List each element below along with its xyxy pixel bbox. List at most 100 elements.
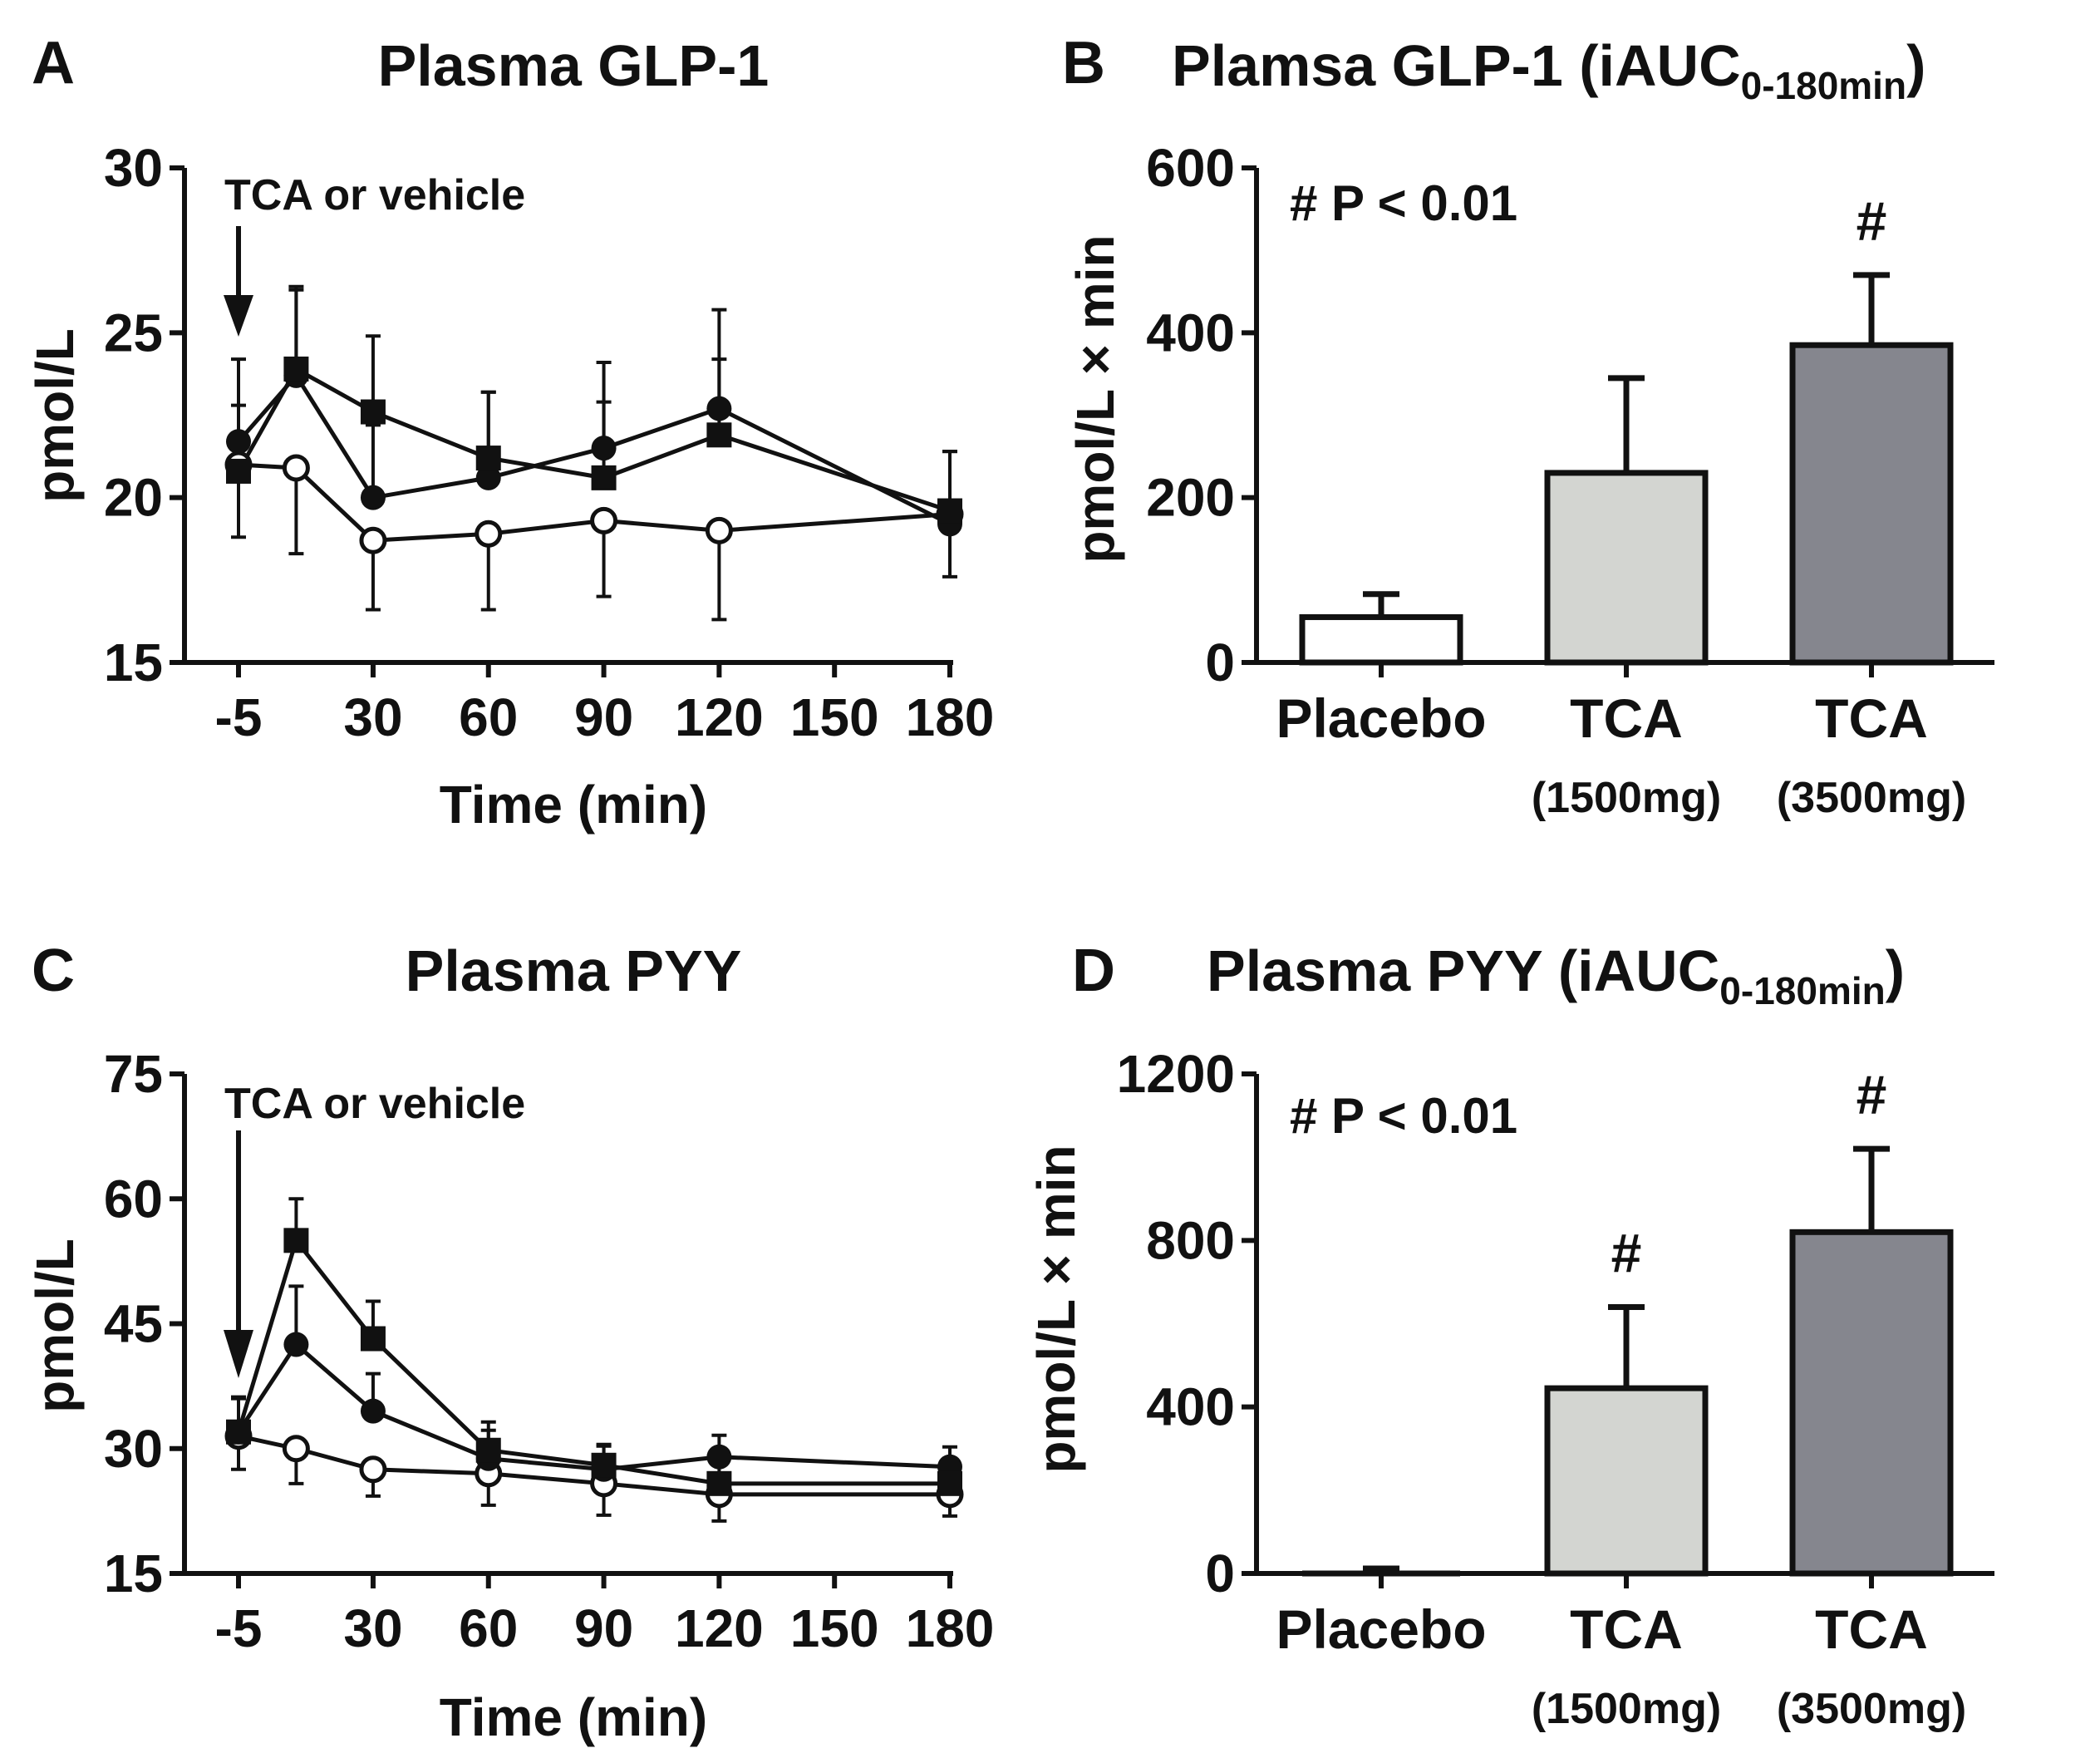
panel-a-x-tick-label: 90 [574, 687, 633, 747]
panel-d-bar-tca-3500mg- [1789, 1229, 1954, 1577]
panel-b-bar-tca-1500mg- [1544, 470, 1709, 666]
panel-c-x-tick-label: -5 [215, 1598, 263, 1658]
panel-c-x-tick-label: 60 [459, 1598, 518, 1658]
panel-a-x-tick-label: 150 [790, 687, 879, 747]
panel-c-x-tick-label: 180 [906, 1598, 995, 1658]
panel-c-x-tick-label: 30 [343, 1598, 402, 1658]
panel-d-bar-tca-1500mg- [1544, 1385, 1709, 1577]
panel-d-y-tick-label: 0 [1205, 1544, 1235, 1603]
panel-b-y-tick-label: 600 [1146, 138, 1235, 198]
panel-a-series-tca-1500mg--point [475, 465, 501, 490]
panel-b-annotation: # P < 0.01 [1290, 175, 1517, 231]
panel-b-category-label: Placebo [1276, 687, 1486, 749]
panel-a-x-tick-label: 120 [675, 687, 764, 747]
panel-c-x-tick-label: 90 [574, 1598, 633, 1658]
panel-c-series-tca-3500mg--point [706, 1470, 732, 1496]
panel-a-series-tca-1500mg--point [360, 485, 386, 510]
panel-d-category-sublabel: (3500mg) [1777, 1685, 1966, 1733]
panel-c-series-tca-3500mg--point [475, 1437, 501, 1463]
panel-d-y-tick-label: 1200 [1117, 1044, 1235, 1104]
panel-a-series-placebo-point [282, 454, 310, 482]
panel-a-series-tca-3500mg--point [475, 446, 501, 471]
panel-a-arrow [224, 226, 253, 337]
panel-b-y-tick-label: 400 [1146, 303, 1235, 362]
panel-letter-b: B [1062, 30, 1105, 96]
panel-a-x-tick-label: -5 [215, 687, 263, 747]
panel-c-series-placebo-point [359, 1455, 387, 1484]
panel-c-series-tca-3500mg--point [283, 1228, 309, 1253]
panel-a-series-tca-3500mg--point [937, 498, 962, 524]
panel-letter-a: A [32, 30, 75, 96]
panel-b-bar-tca-3500mg- [1789, 342, 1954, 666]
panel-b-category-sublabel: (3500mg) [1777, 774, 1966, 822]
panel-a-x-tick-label: 180 [906, 687, 995, 747]
panel-d-category-sublabel: (1500mg) [1532, 1685, 1721, 1733]
panel-d-y-tick-label: 400 [1146, 1377, 1235, 1437]
panel-c-arrow [224, 1130, 253, 1378]
panel-a-x-axis-label: Time (min) [440, 775, 707, 835]
panel-c-series-tca-3500mg--point [360, 1326, 386, 1352]
panel-d-title: Plasma PYY (iAUC0-180min) [1207, 938, 1905, 1012]
panel-a-x-tick-label: 60 [459, 687, 518, 747]
panel-c-x-tick-label: 120 [675, 1598, 764, 1658]
panel-b-category-sublabel: (1500mg) [1532, 774, 1721, 822]
panel-a-series-tca-1500mg--point [591, 436, 617, 461]
panel-d-pyy-iauc: Plasma PYY (iAUC0-180min) pmol/L × min #… [1026, 938, 1994, 1733]
panel-c-series-tca-3500mg--point [937, 1470, 962, 1496]
panel-a-y-tick-label: 15 [104, 633, 163, 692]
panel-c-series-tca-1500mg--point [706, 1444, 732, 1470]
panel-c-y-tick-label: 45 [104, 1294, 163, 1354]
panel-b-significance-marker: # [1857, 190, 1887, 252]
panel-c-y-tick-label: 30 [104, 1419, 163, 1479]
panel-a-series-tca-3500mg--point [360, 399, 386, 425]
panel-c-title: Plasma PYY [406, 938, 742, 1003]
panel-c-series-tca-1500mg--point [360, 1398, 386, 1424]
panel-c-series-tca-3500mg--point [591, 1452, 617, 1478]
panel-a-series-tca-3500mg--point [283, 356, 309, 382]
panel-c-series-tca-1500mg--point [283, 1332, 309, 1357]
panel-a-series-placebo-point [359, 526, 387, 554]
panel-a-annotation: TCA or vehicle [224, 171, 525, 219]
panel-c-series-tca-3500mg--point [226, 1419, 251, 1445]
panel-a-title: Plasma GLP-1 [378, 33, 770, 98]
panel-a-y-axis-label: pmol/L [25, 328, 85, 503]
panel-d-category-label: TCA [1570, 1598, 1683, 1660]
panel-c-series-tca-1500mg--line [236, 1341, 951, 1472]
panel-c-plasma-pyy: Plasma PYY pmol/L Time (min) TCA or vehi… [25, 938, 994, 1747]
panel-b-y-tick-label: 0 [1205, 633, 1235, 692]
panel-a-series-placebo-point [475, 520, 503, 548]
panel-a-plasma-glp1: Plasma GLP-1 pmol/L Time (min) TCA or ve… [25, 33, 994, 835]
panel-b-bar-placebo [1299, 613, 1463, 666]
panel-a-series-tca-3500mg--point [591, 465, 617, 490]
panel-b-title: Plamsa GLP-1 (iAUC0-180min) [1172, 33, 1925, 107]
panel-a-series-tca-1500mg--point [226, 429, 251, 455]
panel-c-x-axis-label: Time (min) [440, 1687, 707, 1747]
panel-b-glp1-iauc: Plamsa GLP-1 (iAUC0-180min) pmol/L × min… [1065, 33, 1994, 822]
panel-a-x-tick-label: 30 [343, 687, 402, 747]
panel-letter-d: D [1072, 938, 1115, 1004]
panel-b-y-tick-label: 200 [1146, 468, 1235, 528]
panel-d-annotation: # P < 0.01 [1290, 1088, 1517, 1144]
panel-c-series-placebo-point [282, 1435, 310, 1463]
panel-a-y-tick-label: 25 [104, 303, 163, 362]
panel-b-category-label: TCA [1815, 687, 1928, 749]
panel-a-series-placebo-point [590, 506, 618, 534]
panel-d-y-axis-label: pmol/L × min [1026, 1145, 1086, 1473]
panel-d-significance-marker: # [1611, 1222, 1642, 1283]
panel-c-x-tick-label: 150 [790, 1598, 879, 1658]
panel-a-series-tca-3500mg--point [706, 422, 732, 448]
panel-c-series-tca-3500mg--line [236, 1235, 950, 1486]
panel-a-series-tca-1500mg--point [706, 396, 732, 421]
panel-d-category-label: TCA [1815, 1598, 1928, 1660]
panel-c-y-tick-label: 75 [104, 1044, 163, 1104]
panel-a-y-tick-label: 30 [104, 138, 163, 198]
panel-d-category-label: Placebo [1276, 1598, 1486, 1660]
panel-d-significance-marker: # [1857, 1064, 1887, 1125]
panel-a-y-tick-label: 20 [104, 468, 163, 528]
panel-c-y-tick-label: 15 [104, 1544, 163, 1603]
panel-b-y-axis-label: pmol/L × min [1065, 234, 1125, 563]
panel-b-category-label: TCA [1570, 687, 1683, 749]
panel-letter-c: C [32, 938, 75, 1004]
